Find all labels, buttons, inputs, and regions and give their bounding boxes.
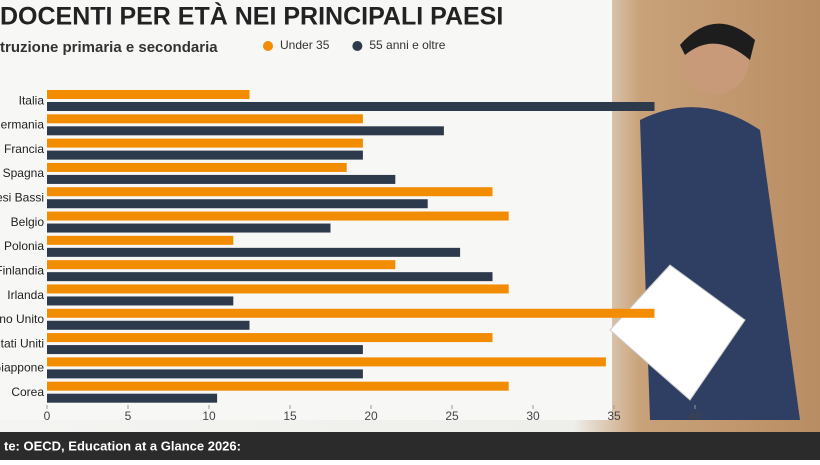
y-tick-label: Irlanda	[7, 288, 44, 302]
source-note: te: OECD, Education at a Glance 2026:	[4, 438, 241, 453]
y-tick-label: Francia	[4, 142, 44, 156]
y-tick-label: tati Uniti	[1, 336, 44, 350]
y-tick-label: esi Bassi	[0, 191, 44, 205]
x-tick-label: 10	[202, 409, 216, 423]
x-tick-label: 40	[688, 409, 702, 423]
bar	[47, 90, 250, 99]
bar	[47, 199, 428, 209]
y-tick-label: Polonia	[4, 239, 44, 253]
bar	[47, 272, 493, 282]
bar	[47, 114, 363, 124]
bar	[47, 369, 363, 379]
y-tick-label: Italia	[19, 93, 45, 107]
bar	[47, 211, 509, 221]
bar	[47, 345, 363, 355]
y-tick-label: Belgio	[11, 215, 45, 229]
bar	[47, 150, 363, 160]
x-tick-label: 15	[283, 409, 297, 423]
bar	[47, 138, 363, 148]
bar	[47, 126, 444, 136]
bar	[47, 102, 655, 111]
legend-label: 55 anni e oltre	[369, 38, 445, 52]
footer-bar	[0, 432, 820, 460]
paper-sheet	[609, 264, 746, 401]
bar	[47, 320, 250, 330]
bar	[47, 296, 234, 306]
person-hair	[680, 23, 755, 60]
x-tick-label: 25	[445, 409, 459, 423]
x-tick-label: 5	[125, 409, 132, 423]
bar	[47, 357, 606, 367]
whiteboard	[0, 0, 612, 420]
x-tick-label: 0	[44, 409, 51, 423]
legend-label: Under 35	[280, 38, 330, 52]
y-tick-label: Spagna	[3, 166, 45, 180]
y-tick-label: Germania	[0, 118, 44, 132]
bar	[47, 393, 218, 403]
bar	[47, 260, 396, 270]
bar	[47, 308, 655, 318]
legend-swatch	[263, 41, 273, 51]
x-tick-label: 20	[364, 409, 378, 423]
bar	[47, 284, 509, 294]
bar	[47, 162, 347, 172]
y-tick-label: Corea	[11, 385, 44, 399]
y-tick-label: Giappone	[0, 361, 44, 375]
bar	[47, 381, 509, 391]
x-tick-label: 30	[526, 409, 540, 423]
bar	[47, 223, 331, 233]
bar	[47, 333, 493, 343]
chart-title: DOCENTI PER ETÀ NEI PRINCIPALI PAESI	[0, 2, 503, 31]
bar	[47, 247, 461, 257]
bar	[47, 235, 234, 245]
y-tick-label: Finlandia	[0, 263, 44, 277]
legend-swatch	[352, 41, 363, 51]
bar	[47, 187, 493, 197]
y-tick-label: no Unito	[0, 312, 44, 326]
x-tick-label: 35	[607, 409, 621, 423]
bar	[47, 174, 396, 184]
chart-subtitle: truzione primaria e secondaria	[0, 39, 218, 56]
